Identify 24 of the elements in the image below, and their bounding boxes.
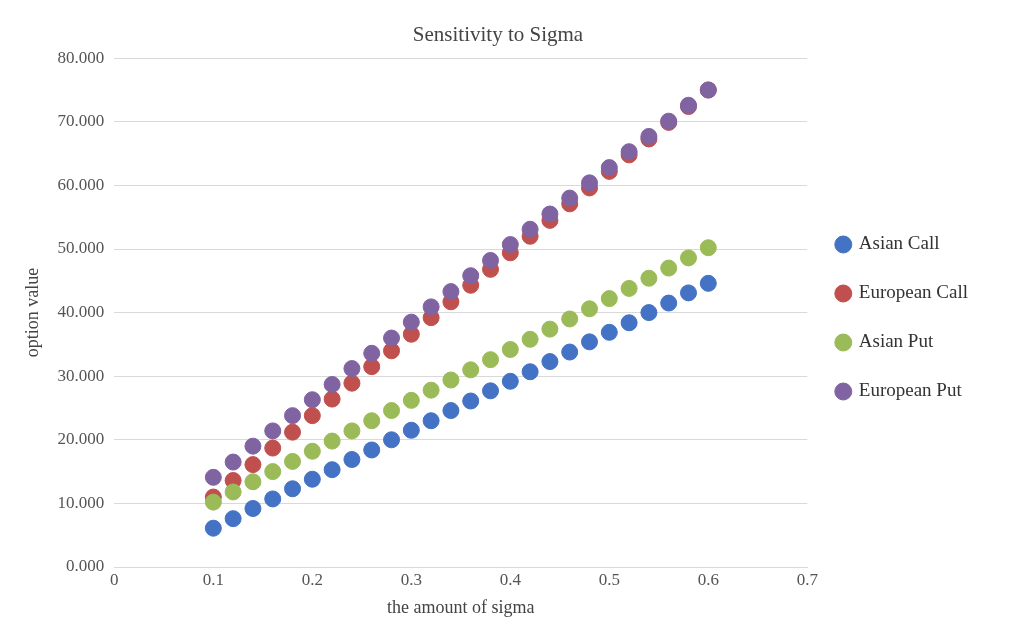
legend-label: European Put [858,379,963,401]
y-tick-label: 60.000 [57,174,105,194]
x-tick-label: 0.4 [499,569,522,589]
y-tick-label: 50.000 [57,238,105,258]
y-tick-label: 0.000 [66,556,105,576]
x-tick-label: 0 [110,569,119,589]
x-tick-label: 0.1 [202,569,224,589]
x-tick-label: 0.3 [400,569,422,589]
legend-label: European Call [858,281,969,303]
x-tick-label: 0.7 [796,569,819,589]
y-tick-label: 10.000 [57,492,105,512]
y-axis-title: option value [21,267,42,358]
y-tick-label: 40.000 [57,302,105,322]
y-tick-label: 80.000 [57,47,105,67]
x-tick-label: 0.2 [301,569,323,589]
y-tick-label: 30.000 [57,365,105,385]
legend-label: Asian Put [858,330,934,352]
y-tick-label: 70.000 [57,111,105,131]
x-axis-title: the amount of sigma [387,596,535,617]
y-tick-label: 20.000 [57,429,105,449]
chart-title: Sensitivity to Sigma [412,22,584,47]
x-tick-label: 0.5 [598,569,620,589]
x-tick-label: 0.6 [697,569,719,589]
legend-label: Asian Call [858,232,940,254]
